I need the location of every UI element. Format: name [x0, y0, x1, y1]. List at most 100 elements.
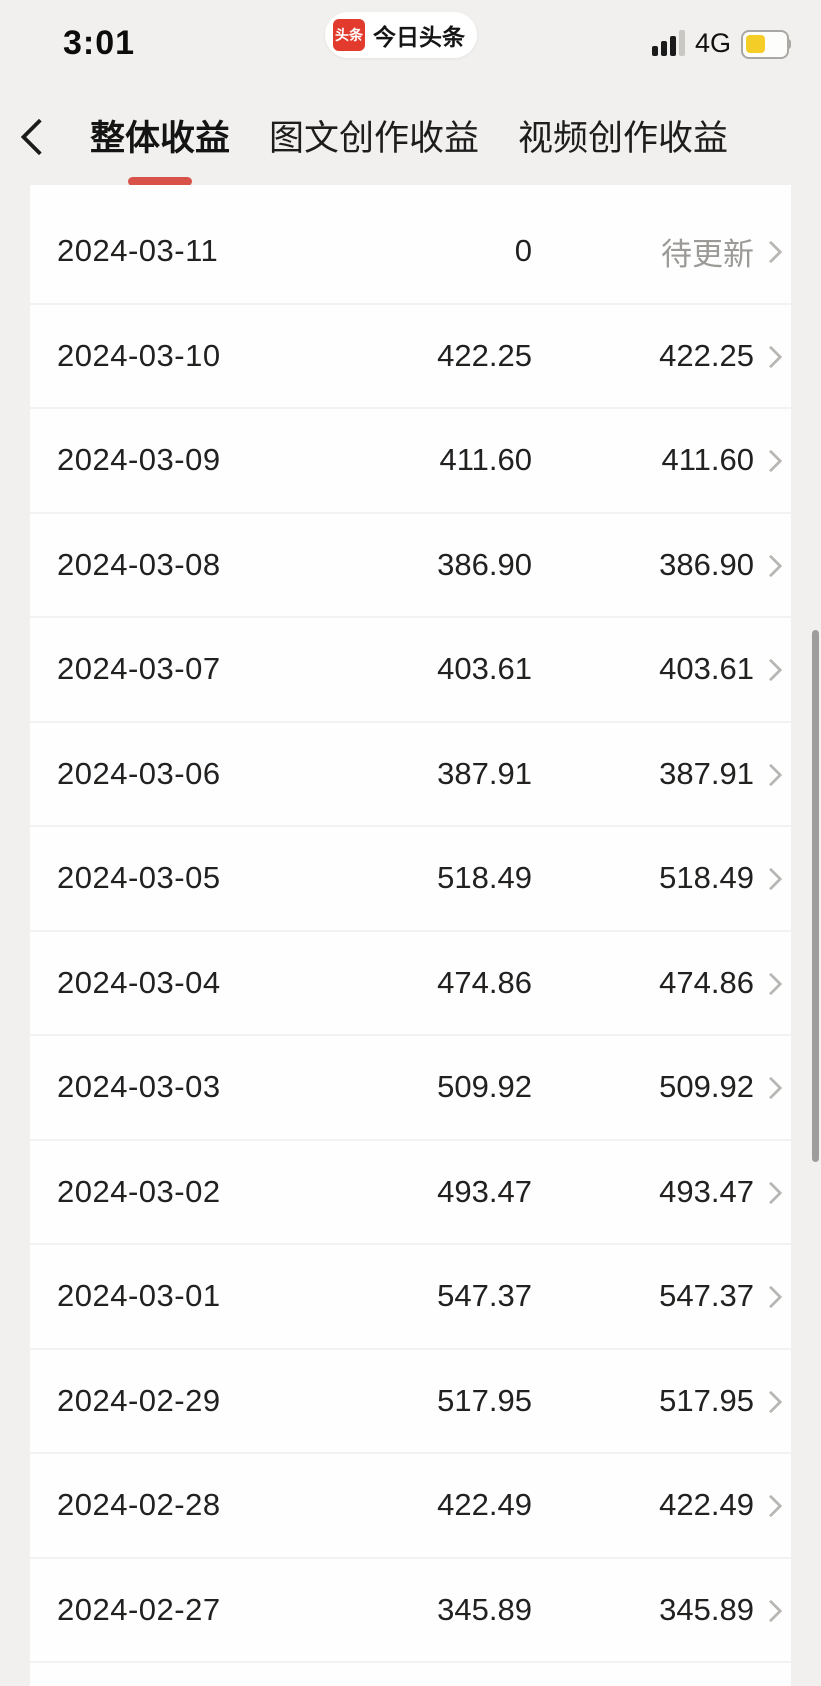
- row-settled-value: 474.86: [659, 964, 754, 1000]
- row-date: 2024-03-01: [57, 1278, 221, 1314]
- earnings-list: 2024-03-11 0 待更新 2024-03-10 422.25 422.2…: [30, 185, 791, 1686]
- tab-article-earnings[interactable]: 图文创作收益: [269, 96, 479, 187]
- row-amount: 345.89: [437, 1591, 532, 1627]
- row-date: 2024-03-07: [57, 651, 221, 687]
- row-settled-group: 待更新: [532, 229, 783, 274]
- row-settled-value: 403.61: [659, 651, 754, 687]
- chevron-right-icon: [759, 554, 783, 578]
- row-amount: 387.91: [437, 755, 532, 791]
- row-settled-value: 493.47: [659, 1173, 754, 1209]
- row-amount: 518.49: [437, 860, 532, 896]
- row-date: 2024-02-28: [57, 1487, 221, 1523]
- status-bar: 3:01 头条 今日头条 4G: [0, 0, 821, 72]
- row-amount: 0: [514, 233, 532, 269]
- chevron-right-icon: [759, 449, 783, 473]
- row-settled-group: 474.86: [532, 964, 783, 1001]
- row-date: 2024-02-27: [57, 1591, 221, 1627]
- table-row[interactable]: 2024-03-10 422.25 422.25: [30, 305, 791, 409]
- app-badge-pill[interactable]: 头条 今日头条: [325, 12, 477, 58]
- row-date: 2024-03-02: [57, 1173, 221, 1209]
- chevron-right-icon: [759, 763, 783, 787]
- row-settled-group: 403.61: [532, 651, 783, 687]
- row-date: 2024-03-04: [57, 964, 221, 1000]
- app-badge-name: 今日头条: [373, 24, 465, 50]
- row-settled-value: 518.49: [659, 860, 754, 896]
- table-row[interactable]: 2024-03-09 411.60 411.60: [30, 409, 791, 514]
- table-row[interactable]: 2024-03-11 0 待更新: [30, 200, 791, 305]
- row-date: 2024-03-09: [57, 442, 221, 478]
- tab-video-earnings[interactable]: 视频创作收益: [518, 96, 728, 187]
- row-settled-group: 493.47: [532, 1173, 783, 1210]
- row-date: 2024-03-10: [57, 337, 221, 373]
- row-settled-value: 509.92: [659, 1069, 754, 1105]
- row-amount: 411.60: [439, 442, 532, 478]
- row-settled-group: 518.49: [532, 860, 783, 896]
- table-row[interactable]: 2024-02-29 517.95 517.95: [30, 1350, 791, 1454]
- chevron-right-icon: [759, 1076, 783, 1100]
- tab-label: 图文创作收益: [269, 119, 480, 158]
- row-amount: 386.90: [437, 546, 532, 582]
- chevron-right-icon: [759, 972, 783, 996]
- chevron-right-icon: [759, 1494, 783, 1518]
- row-amount: 422.25: [437, 337, 532, 373]
- table-row[interactable]: 2024-03-02 493.47 493.47: [30, 1141, 791, 1245]
- back-button[interactable]: [16, 112, 60, 164]
- row-settled-value: 547.37: [659, 1278, 754, 1314]
- row-settled-group: 411.60: [532, 442, 783, 478]
- row-settled-value: 422.49: [659, 1487, 754, 1523]
- tabs: 整体收益 图文创作收益 视频创作收益: [90, 96, 767, 187]
- row-date: 2024-02-29: [57, 1382, 221, 1418]
- chevron-right-icon: [759, 1599, 783, 1623]
- row-date: 2024-03-05: [57, 860, 221, 896]
- cellular-signal-icon: [649, 30, 685, 56]
- row-settled-group: 387.91: [532, 755, 783, 792]
- row-date: 2024-03-08: [57, 546, 221, 582]
- row-settled-value: 422.25: [659, 337, 754, 373]
- table-row[interactable]: 2024-03-07 403.61 403.61: [30, 618, 791, 723]
- toutiao-logo-icon: 头条: [333, 19, 365, 51]
- table-row[interactable]: 2024-03-05 518.49 518.49: [30, 827, 791, 932]
- row-settled-group: 547.37: [532, 1278, 783, 1314]
- network-type-label: 4G: [694, 27, 731, 58]
- scrollbar-thumb[interactable]: [812, 630, 819, 1162]
- table-row[interactable]: 2024-02-28 422.49 422.49: [30, 1454, 791, 1559]
- chevron-right-icon: [759, 1181, 783, 1205]
- row-settled-group: 509.92: [532, 1069, 783, 1105]
- row-settled-group: 517.95: [532, 1383, 783, 1419]
- chevron-right-icon: [759, 1285, 783, 1309]
- row-amount: 422.49: [437, 1487, 532, 1523]
- status-indicators: 4G: [649, 26, 791, 60]
- table-row[interactable]: 2024-02-27 345.89 345.89: [30, 1559, 791, 1663]
- row-settled-group: 422.49: [532, 1487, 783, 1523]
- row-date: 2024-03-03: [57, 1069, 221, 1105]
- row-settled-value: 387.91: [659, 755, 754, 791]
- row-date: 2024-03-11: [57, 233, 219, 269]
- row-amount: 474.86: [437, 964, 532, 1000]
- tab-label: 整体收益: [90, 119, 231, 158]
- row-settled-value: 待更新: [661, 236, 754, 272]
- row-settled-group: 386.90: [532, 546, 783, 583]
- battery-icon: [741, 30, 791, 59]
- table-row[interactable]: 2024-03-04 474.86 474.86: [30, 932, 791, 1036]
- table-row[interactable]: 2024-03-06 387.91 387.91: [30, 723, 791, 827]
- chevron-right-icon: [759, 1390, 783, 1414]
- row-amount: 493.47: [437, 1173, 532, 1209]
- row-date: 2024-03-06: [57, 755, 221, 791]
- table-row[interactable]: 2024-03-08 386.90 386.90: [30, 514, 791, 618]
- tab-overall-earnings[interactable]: 整体收益: [90, 96, 230, 187]
- table-row[interactable]: 2024-03-01 547.37 547.37: [30, 1245, 791, 1350]
- row-settled-value: 411.60: [661, 442, 754, 478]
- row-amount: 509.92: [437, 1069, 532, 1105]
- active-tab-underline: [128, 177, 192, 186]
- chevron-right-icon: [759, 345, 783, 369]
- row-amount: 517.95: [437, 1382, 532, 1418]
- chevron-right-icon: [759, 867, 783, 891]
- table-row[interactable]: 2024-03-03 509.92 509.92: [30, 1036, 791, 1141]
- tab-bar: 整体收益 图文创作收益 视频创作收益: [0, 96, 821, 187]
- tab-label: 视频创作收益: [518, 119, 729, 158]
- back-chevron-icon: [20, 118, 58, 156]
- row-amount: 547.37: [437, 1278, 532, 1314]
- row-settled-value: 386.90: [659, 546, 754, 582]
- chevron-right-icon: [759, 240, 783, 264]
- row-settled-group: 422.25: [532, 337, 783, 374]
